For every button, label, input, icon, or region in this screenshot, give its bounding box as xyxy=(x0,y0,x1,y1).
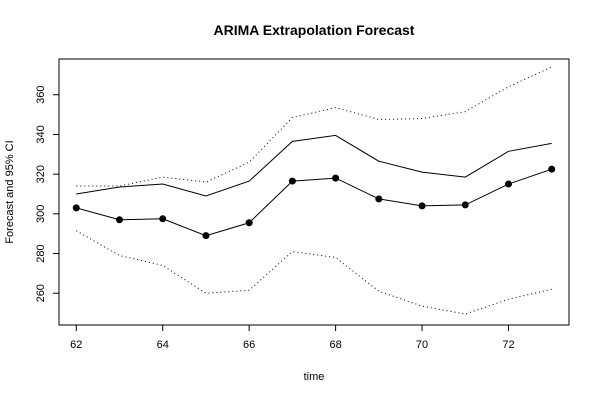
forecast-point-70 xyxy=(418,202,426,210)
x-axis: 62 64 66 68 70 72 xyxy=(70,325,515,351)
chart-title: ARIMA Extrapolation Forecast xyxy=(214,22,415,38)
forecast-point-68 xyxy=(332,174,340,182)
y-tick-label-280: 280 xyxy=(35,244,47,262)
y-axis-label: Forecast and 95% CI xyxy=(4,140,16,243)
y-tick-label-300: 300 xyxy=(35,205,47,223)
y-tick-label-360: 360 xyxy=(35,86,47,104)
forecast-point-71 xyxy=(461,201,469,209)
x-tick-label-72: 72 xyxy=(502,339,514,351)
plot-frame xyxy=(58,58,570,326)
series-layer xyxy=(72,66,556,315)
x-axis-label: time xyxy=(304,371,325,383)
forecast-point-72 xyxy=(504,180,512,188)
x-tick-label-64: 64 xyxy=(157,339,169,351)
forecast-point-73 xyxy=(548,165,556,173)
series-line-upper xyxy=(76,134,552,197)
forecast-point-67 xyxy=(288,177,296,185)
y-tick-label-260: 260 xyxy=(35,284,47,302)
series-line-lower95 xyxy=(76,230,552,315)
y-tick-label-340: 340 xyxy=(35,125,47,143)
y-axis: 260 280 300 320 340 360 xyxy=(35,86,59,302)
x-tick-label-70: 70 xyxy=(416,339,428,351)
forecast-point-69 xyxy=(375,195,383,203)
forecast-point-64 xyxy=(159,215,167,223)
forecast-point-65 xyxy=(202,232,210,240)
forecast-point-63 xyxy=(116,216,124,224)
forecast-point-62 xyxy=(72,204,80,212)
x-tick-label-68: 68 xyxy=(329,339,341,351)
forecast-point-66 xyxy=(245,219,253,227)
x-tick-label-66: 66 xyxy=(243,339,255,351)
series-line-forecast xyxy=(76,168,552,237)
y-tick-label-320: 320 xyxy=(35,165,47,183)
x-tick-label-62: 62 xyxy=(70,339,82,351)
